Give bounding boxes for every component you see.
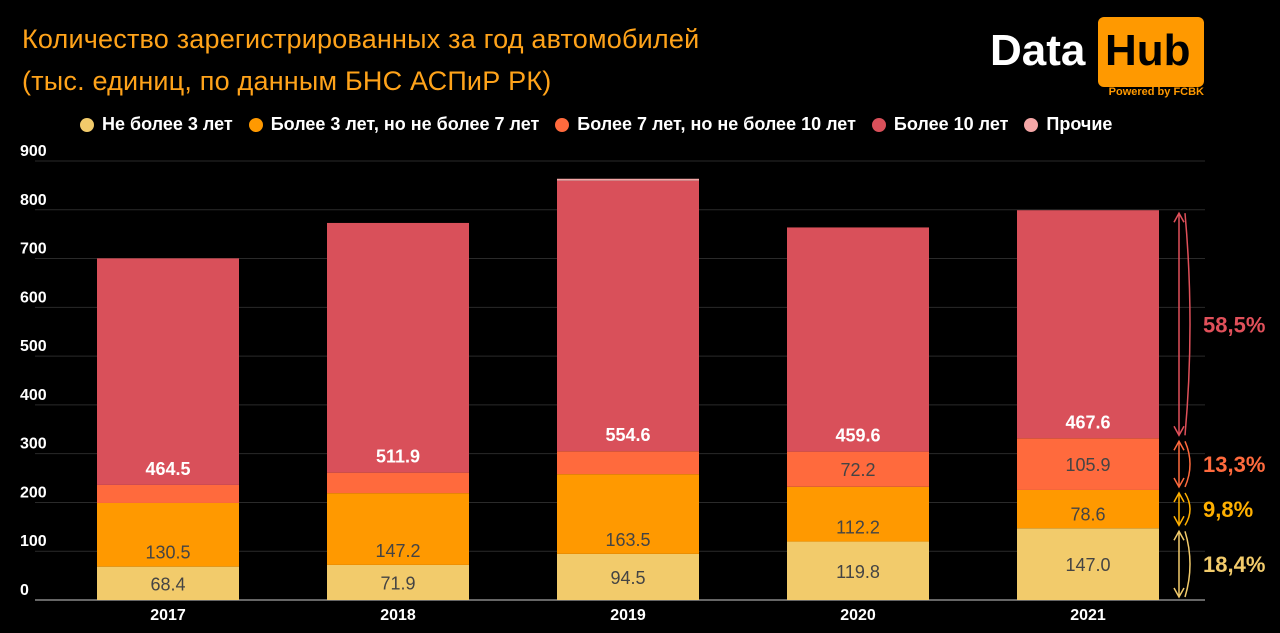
y-tick-label: 100 <box>20 533 47 550</box>
legend-swatch <box>871 117 886 132</box>
x-axis: 2017 2018 2019 2020 2021 <box>150 607 1106 624</box>
x-tick-label: 2020 <box>840 607 876 624</box>
bar-segment <box>1017 210 1159 439</box>
y-tick-label: 300 <box>20 436 47 453</box>
y-axis: 0 100 200 300 400 500 600 700 800 900 <box>20 143 47 599</box>
logo-hub-text: Hub <box>1105 26 1191 75</box>
data-label: 68.4 <box>150 574 185 594</box>
share-annotation-label: 13,3% <box>1203 452 1265 477</box>
data-label: 554.6 <box>605 425 650 445</box>
chart-title-line1: Количество зарегистрированных за год авт… <box>22 24 700 54</box>
annotation-brace <box>1184 531 1191 598</box>
legend-swatch <box>555 117 570 132</box>
legend-item: Прочие <box>1024 114 1112 135</box>
annotation-brace <box>1184 441 1191 488</box>
bar-segment <box>97 566 239 600</box>
logo-powered-text: Powered by FCBK <box>1108 86 1204 98</box>
annotation-brace <box>1184 492 1191 526</box>
chart-title: Количество зарегистрированных за год авт… <box>22 18 699 102</box>
bar-segment <box>787 486 929 542</box>
y-tick-label: 700 <box>20 241 47 258</box>
bar-segment <box>787 451 929 487</box>
bar-segment <box>787 227 929 452</box>
data-label: 147.2 <box>375 541 420 561</box>
y-tick-label: 0 <box>20 582 29 599</box>
bar-segment <box>1017 528 1159 600</box>
share-annotation-label: 58,5% <box>1203 312 1265 337</box>
legend-label: Более 10 лет <box>893 114 1009 134</box>
x-tick-label: 2017 <box>150 607 186 624</box>
annotation-arrowhead <box>1173 587 1185 599</box>
logo-data-text: Data <box>990 26 1086 75</box>
share-annotation-label: 18,4% <box>1203 552 1265 577</box>
legend-swatch <box>248 117 263 132</box>
legend-item: Более 10 лет <box>871 114 1009 135</box>
share-annotations: 58,5% 13,3% 9,8% 18,4% <box>1173 211 1265 599</box>
data-label: 72.2 <box>840 460 875 480</box>
bar-segment <box>557 553 699 600</box>
annotation-arrowhead <box>1173 211 1185 223</box>
y-tick-label: 500 <box>20 338 47 355</box>
x-tick-label: 2018 <box>380 607 416 624</box>
bar-segment <box>557 178 699 181</box>
data-label: 459.6 <box>835 426 880 446</box>
data-label: 467.6 <box>1065 412 1110 432</box>
chart-title-line2: (тыс. единиц, по данным БНС АСПиР РК) <box>22 66 552 96</box>
annotation-arrowhead <box>1173 425 1185 437</box>
data-label: 71.9 <box>380 573 415 593</box>
bar-segment <box>1017 438 1159 490</box>
legend-swatch <box>80 117 94 132</box>
chart-legend: Не более 3 лет Более 3 лет, но не более 7… <box>80 114 1112 135</box>
data-label: 78.6 <box>1070 504 1105 524</box>
data-label: 130.5 <box>145 543 190 563</box>
bar-segment <box>97 258 239 485</box>
bar-segment <box>557 451 699 475</box>
bar-segment <box>97 484 239 503</box>
data-label: 511.9 <box>376 447 420 467</box>
legend-item: Не более 3 лет <box>80 114 233 135</box>
bar-segment <box>327 564 469 600</box>
annotation-arrowhead <box>1173 491 1185 503</box>
bar-segment <box>1017 489 1159 529</box>
legend-item: Более 7 лет, но не более 10 лет <box>555 114 856 135</box>
y-tick-label: 400 <box>20 387 47 404</box>
annotation-brace <box>1184 213 1191 436</box>
bars: 68.4 130.5 464.5 71.9 147.2 511.9 94.5 163.5 554… <box>97 178 1159 600</box>
data-label: 163.5 <box>605 530 650 550</box>
logo-hub-box: Hub <box>1098 17 1204 87</box>
data-label: 105.9 <box>1065 455 1110 475</box>
legend-label: Прочие <box>1046 114 1113 134</box>
bar-segment <box>327 472 469 494</box>
data-label: 119.8 <box>836 562 880 582</box>
y-tick-label: 600 <box>20 289 47 306</box>
annotation-arrowhead <box>1173 477 1185 489</box>
bar-segment <box>97 502 239 567</box>
y-tick-label: 200 <box>20 484 47 501</box>
bar-segment <box>327 493 469 565</box>
data-label: 147.0 <box>1065 555 1110 575</box>
bar-segment <box>557 180 699 452</box>
bar-segment <box>327 222 469 473</box>
legend-label: Более 3 лет, но не более 7 лет <box>270 114 540 134</box>
bar-segment <box>557 474 699 554</box>
annotation-arrowhead <box>1173 515 1185 527</box>
legend-item: Более 3 лет, но не более 7 лет <box>248 114 540 135</box>
annotation-arrowhead <box>1173 439 1185 451</box>
data-label: 464.5 <box>145 459 190 479</box>
x-tick-label: 2019 <box>610 607 646 624</box>
datahub-logo: Data Hub Powered by FCBK <box>990 12 1210 102</box>
y-tick-label: 800 <box>20 192 47 209</box>
data-label: 94.5 <box>610 568 645 588</box>
legend-swatch <box>1024 117 1039 132</box>
x-tick-label: 2021 <box>1070 607 1106 624</box>
legend-label: Более 7 лет, но не более 10 лет <box>577 114 856 134</box>
legend-label: Не более 3 лет <box>102 114 233 134</box>
bar-segment <box>787 541 929 600</box>
y-tick-label: 900 <box>20 143 47 160</box>
data-label: 112.2 <box>836 518 880 538</box>
annotation-arrowhead <box>1173 529 1185 541</box>
share-annotation-label: 9,8% <box>1203 497 1253 522</box>
